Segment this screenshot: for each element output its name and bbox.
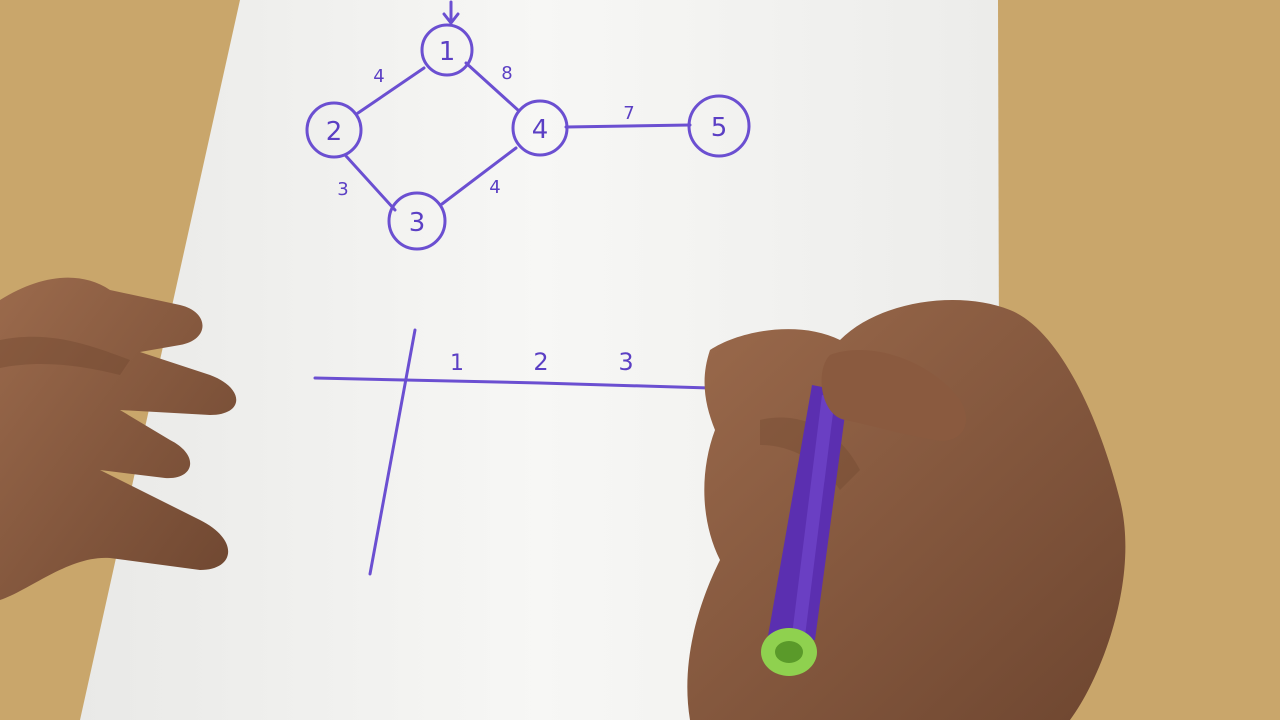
edge-1-4 [464, 61, 521, 113]
graph-node: 1 [420, 23, 474, 77]
edge-weight: 3 [337, 179, 348, 200]
table-lines [313, 328, 712, 576]
edge-weight: 7 [623, 103, 634, 124]
node-label: 1 [439, 37, 456, 67]
node-label: 2 [326, 117, 343, 147]
thumb [821, 350, 966, 441]
edge-weight: 4 [489, 177, 500, 198]
down-arrow-icon [442, 0, 460, 25]
node-label: 4 [532, 115, 549, 145]
graph-node: 4 [511, 99, 569, 157]
edge-4-5 [564, 123, 692, 129]
graph-edges [344, 61, 692, 212]
graph-node: 5 [687, 94, 751, 158]
edge-2-3 [344, 154, 397, 212]
left-hand [0, 277, 237, 600]
table-horizontal-line [313, 376, 712, 390]
node-label: 3 [409, 208, 426, 238]
table-header: 1 [450, 351, 464, 376]
edge-weight: 8 [501, 63, 512, 84]
table-vertical-line [368, 328, 417, 576]
edge-1-2 [356, 66, 426, 115]
graph-node: 3 [387, 191, 447, 251]
table-header: 2 [533, 348, 548, 376]
table-headers: 1 2 3 [450, 348, 634, 376]
table-header: 3 [618, 348, 633, 376]
marker-pen [761, 385, 848, 676]
edge-weight: 4 [373, 66, 384, 87]
edge-3-4 [440, 146, 518, 206]
edge-weights: 4 8 3 4 7 [337, 63, 634, 200]
node-label: 5 [711, 113, 728, 143]
graph-node: 2 [305, 101, 363, 159]
graph-nodes: 1 2 3 4 5 [305, 23, 751, 251]
